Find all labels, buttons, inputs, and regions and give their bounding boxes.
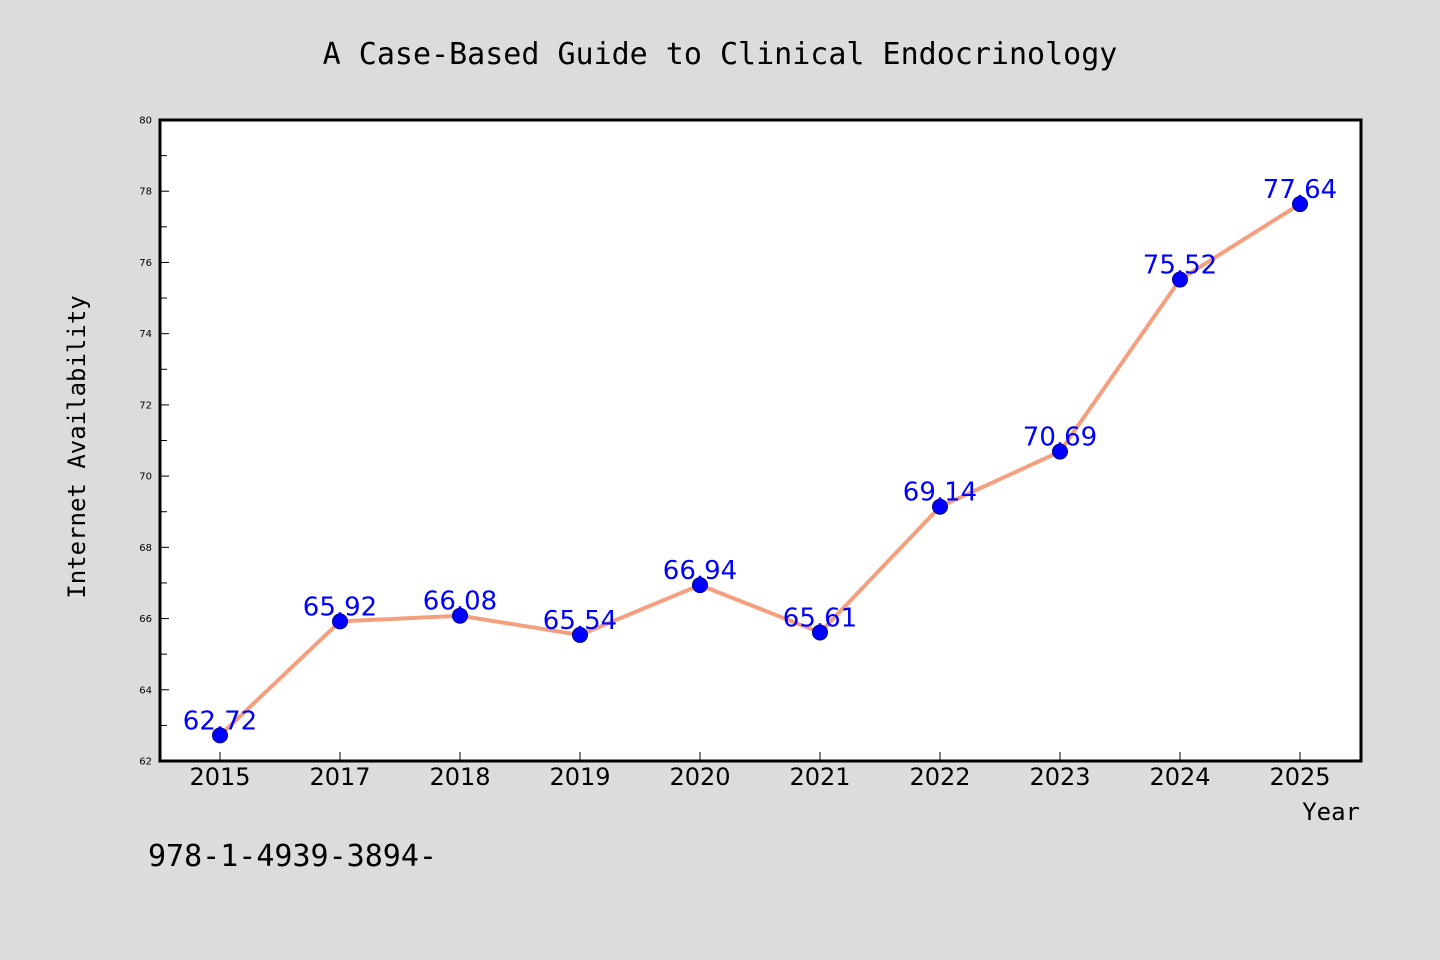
y-tick-label: 68	[139, 543, 152, 554]
x-tick-label: 2017	[309, 763, 370, 791]
data-label: 66.08	[423, 587, 497, 617]
data-point	[1172, 271, 1188, 288]
data-label: 65.54	[543, 606, 617, 636]
data-point	[812, 624, 828, 641]
data-point	[212, 727, 228, 744]
y-tick-label: 74	[139, 329, 152, 340]
data-point	[1292, 196, 1308, 213]
y-tick-label: 66	[139, 614, 152, 625]
data-markers	[212, 196, 1308, 744]
x-axis: 2015 2017 2018 2019 2020 2021 2022 2023 2024 2025	[189, 752, 1331, 791]
data-point	[692, 577, 708, 594]
x-tick-label: 2018	[429, 763, 490, 791]
x-tick-label: 2024	[1149, 763, 1210, 791]
data-labels: 62.72 65.92 66.08 65.54 66.94 65.61 69.14 70.69…	[183, 175, 1337, 736]
y-tick-label: 70	[139, 472, 152, 483]
y-axis-label: Internet Availability	[63, 295, 91, 598]
x-tick-label: 2023	[1029, 763, 1090, 791]
y-tick-label: 76	[139, 258, 152, 269]
data-label: 66.94	[663, 556, 737, 586]
data-point	[572, 626, 588, 643]
y-axis: 62 64 66 68 70 72 74 76 78 80	[139, 116, 169, 768]
data-label: 62.72	[183, 706, 257, 736]
chart-title: A Case-Based Guide to Clinical Endocrino…	[323, 37, 1118, 72]
series-line	[218, 202, 1302, 738]
data-point	[932, 498, 948, 515]
x-tick-label: 2025	[1269, 763, 1330, 791]
y-tick-label: 78	[139, 187, 152, 198]
x-tick-label: 2022	[909, 763, 970, 791]
plot-area	[158, 118, 1363, 763]
series-line-group	[218, 202, 1302, 738]
x-tick-label: 2021	[789, 763, 850, 791]
x-tick-label: 2019	[549, 763, 610, 791]
data-label: 77.64	[1263, 175, 1337, 205]
y-tick-label: 72	[139, 400, 152, 411]
data-label: 75.52	[1143, 251, 1217, 281]
data-label: 70.69	[1023, 423, 1097, 453]
data-point	[332, 613, 348, 630]
y-tick-label: 62	[139, 757, 152, 768]
data-label: 69.14	[903, 478, 977, 508]
isbn-text: 978-1-4939-3894-	[148, 839, 437, 874]
data-label: 65.92	[303, 592, 377, 622]
x-axis-label: Year	[1302, 798, 1360, 826]
y-tick-label: 80	[139, 116, 152, 127]
x-tick-label: 2015	[189, 763, 250, 791]
data-point	[452, 607, 468, 624]
y-tick-label: 64	[139, 685, 152, 696]
x-tick-label: 2020	[669, 763, 730, 791]
data-label: 65.61	[783, 603, 857, 633]
data-point	[1052, 443, 1068, 460]
